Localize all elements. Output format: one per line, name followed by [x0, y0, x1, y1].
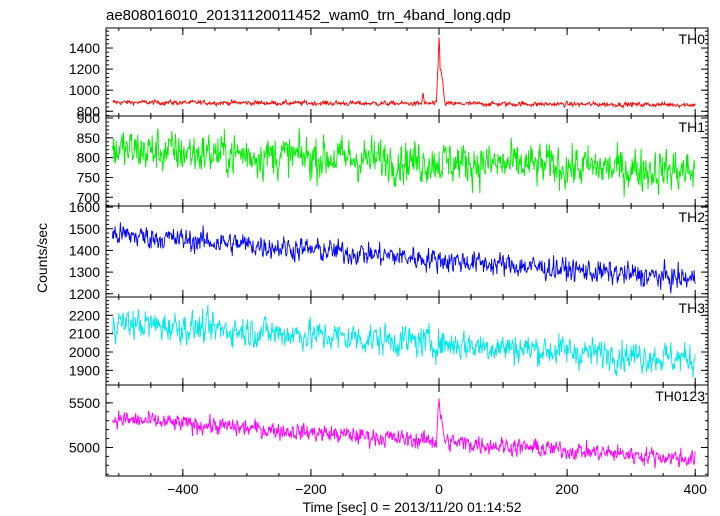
panel-th0: 800 1000 1200 1400 TH0 [69, 27, 709, 119]
series-line-th3 [111, 304, 696, 378]
x-axis-ticks: −400 −200 0 200 400 [167, 481, 707, 497]
x-tick-label: −200 [295, 481, 327, 497]
y-tick-label: 2100 [69, 326, 100, 342]
y-tick-label: 1900 [69, 362, 100, 378]
y-tick-label: 1300 [69, 264, 100, 280]
x-tick-label: −400 [167, 481, 199, 497]
y-tick-label: 1600 [69, 199, 100, 215]
series-line-th0123 [112, 398, 696, 469]
y-tick-label: 1000 [69, 82, 100, 98]
series-line-th1 [111, 127, 696, 198]
panel-label-th3: TH3 [679, 300, 706, 316]
y-axis-label: Counts/sec [34, 223, 50, 293]
series-line-th2 [111, 222, 696, 294]
panels-group: 800 1000 1200 1400 TH0 700 750 800 850 900 TH1 1200… [69, 27, 709, 477]
panel-label-th2: TH2 [679, 209, 706, 225]
panel-label-th0: TH0 [679, 31, 706, 47]
x-tick-label: 400 [684, 481, 708, 497]
y-tick-label: 1500 [69, 221, 100, 237]
y-tick-label: 700 [77, 189, 101, 205]
x-tick-label: 0 [435, 481, 443, 497]
y-tick-label: 900 [77, 110, 101, 126]
y-tick-label: 750 [77, 169, 101, 185]
panel-label-th0123: TH0123 [655, 388, 705, 404]
y-tick-label: 5000 [69, 439, 100, 455]
y-tick-label: 800 [77, 103, 101, 119]
y-tick-label: 5500 [69, 395, 100, 411]
x-axis-label: Time [sec] 0 = 2013/11/20 01:14:52 [302, 499, 521, 515]
x-tick-label: 200 [555, 481, 579, 497]
y-tick-label: 2000 [69, 344, 100, 360]
y-tick-label: 2200 [69, 307, 100, 323]
series-line-th0 [112, 37, 696, 110]
y-tick-label: 800 [77, 150, 101, 166]
y-tick-label: 1400 [69, 40, 100, 56]
y-tick-label: 1400 [69, 242, 100, 258]
y-tick-label: 1200 [69, 286, 100, 302]
panel-frame [105, 384, 709, 477]
y-tick-label: 850 [77, 130, 101, 146]
panel-th2: 1200 1300 1400 1500 1600 TH2 [69, 199, 709, 302]
panel-th3: 1900 2000 2100 2200 TH3 [69, 296, 709, 386]
panel-th1: 700 750 800 850 900 TH1 [77, 110, 709, 207]
panel-frame [105, 296, 709, 386]
y-tick-label: 1200 [69, 61, 100, 77]
chart-title: ae808016010_20131120011452_wam0_trn_4ban… [106, 7, 511, 24]
panel-label-th1: TH1 [679, 119, 706, 135]
panel-th0123: 5000 5500 TH0123 [69, 384, 709, 477]
panel-frame [105, 205, 709, 298]
